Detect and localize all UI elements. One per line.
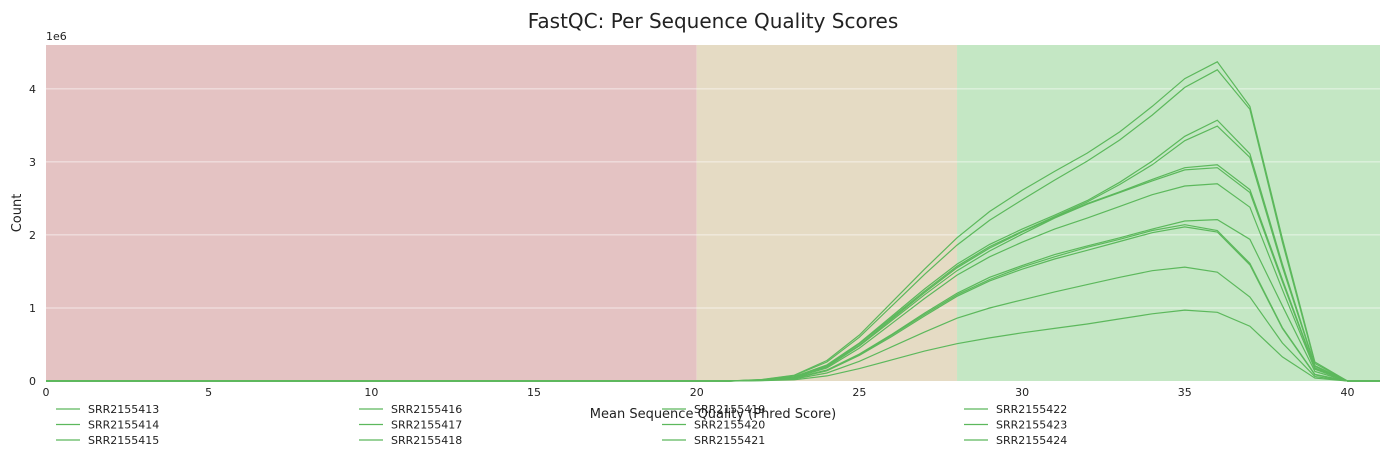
quality-band-0	[46, 45, 697, 381]
y-tick-label: 4	[29, 83, 36, 96]
series-line-SRR2155422	[46, 226, 1380, 382]
x-tick-label: 15	[527, 386, 541, 399]
quality-band-2	[957, 45, 1380, 381]
x-tick-label: 35	[1178, 386, 1192, 399]
series-line-SRR2155423	[46, 266, 1380, 382]
y-tick-label: 1	[29, 302, 36, 315]
series-line-SRR2155414	[46, 69, 1380, 382]
x-tick-label: 0	[43, 386, 50, 399]
gridlines	[46, 88, 1380, 309]
y-axis-label: Count	[10, 194, 25, 233]
series-line-SRR2155424	[46, 309, 1380, 382]
x-axis-ticks: 0 5 10 15 20 25 30 35 40	[43, 386, 1355, 399]
series-lines	[46, 61, 1380, 382]
legend-entry: SRR2155424	[996, 434, 1067, 447]
x-axis-label: Mean Sequence Quality (Phred Score)	[590, 407, 836, 422]
y-axis-ticks: 0 1 2 3 4	[29, 83, 36, 388]
quality-bands	[46, 45, 1380, 381]
x-tick-label: 20	[690, 386, 704, 399]
y-multiplier-label: 1e6	[46, 30, 67, 43]
legend: SRR2155413 SRR2155414 SRR2155415 SRR2155416…	[56, 403, 1067, 447]
legend-entry: SRR2155416	[391, 403, 462, 416]
legend-entry: SRR2155415	[88, 434, 159, 447]
legend-entry: SRR2155413	[88, 403, 159, 416]
x-tick-label: 10	[364, 386, 378, 399]
legend-entry: SRR2155421	[694, 434, 765, 447]
legend-entry: SRR2155414	[88, 419, 159, 432]
series-line-SRR2155413	[46, 61, 1380, 382]
legend-entry: SRR2155419	[694, 403, 765, 416]
y-tick-label: 2	[29, 229, 36, 242]
legend-entry: SRR2155422	[996, 403, 1067, 416]
x-tick-label: 25	[852, 386, 866, 399]
y-tick-label: 3	[29, 156, 36, 169]
chart-title: FastQC: Per Sequence Quality Scores	[528, 9, 899, 33]
quality-band-1	[696, 45, 958, 381]
legend-entry: SRR2155420	[694, 419, 765, 432]
series-line-SRR2155419	[46, 183, 1380, 382]
series-line-SRR2155418	[46, 167, 1380, 382]
legend-entry: SRR2155417	[391, 419, 462, 432]
x-tick-label: 30	[1015, 386, 1029, 399]
legend-entry: SRR2155423	[996, 419, 1067, 432]
x-tick-label: 5	[205, 386, 212, 399]
x-tick-label: 40	[1340, 386, 1354, 399]
legend-entry: SRR2155418	[391, 434, 462, 447]
y-tick-label: 0	[29, 375, 36, 388]
